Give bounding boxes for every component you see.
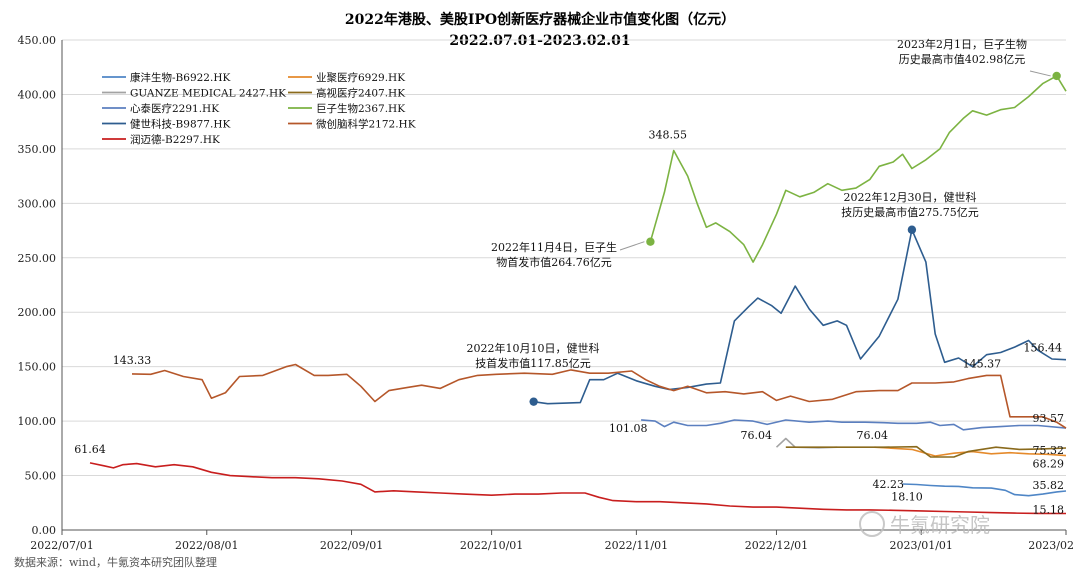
annotation-leader: [619, 241, 645, 251]
value-label: 68.29: [1033, 458, 1065, 471]
series-line: [131, 363, 1067, 429]
annotation-marker: [1052, 71, 1061, 81]
axes: 0.00 50.00 100.00 150.00 200.00 250.00 300.00 3…: [18, 34, 1075, 552]
grid-lines: [62, 39, 1066, 477]
annotation-text: 2022年11月4日，巨子生: [491, 240, 617, 254]
x-tick-label: 2022/10/01: [460, 539, 523, 552]
series-line: [902, 483, 1067, 497]
series-line: [649, 75, 1067, 263]
value-label: 76.04: [857, 429, 889, 442]
y-tick-label: 250.00: [18, 252, 57, 265]
legend-entry: 业聚医疗6929.HK: [316, 71, 405, 84]
value-label: 15.18: [1033, 503, 1065, 516]
y-tick-label: 150.00: [18, 361, 57, 374]
y-tick-label: 300.00: [18, 197, 57, 210]
y-tick-label: 0.00: [32, 524, 57, 537]
legend-entry: GUANZE MEDICAL 2427.HK: [130, 88, 286, 100]
y-tick-label: 200.00: [18, 306, 57, 319]
watermark: 牛氪研究院: [859, 511, 990, 537]
annotation-marker: [529, 397, 538, 406]
y-tick-label: 100.00: [18, 415, 57, 428]
legend-entry: 心泰医疗2291.HK: [130, 102, 219, 115]
legend-entry: 健世科技-B9877.HK: [130, 118, 230, 131]
chart-title: 2022年港股、美股IPO创新医疗器械企业市值变化图（亿元）: [345, 11, 735, 28]
annotation-text: 2022年10月10日，健世科: [467, 341, 600, 355]
annotation-text: 历史最高市值402.98亿元: [899, 52, 1026, 66]
chart-legend: 康沣生物-B6922.HK 业聚医疗6929.HK GUANZE MEDICAL 2…: [102, 71, 416, 146]
series-line: [89, 462, 1067, 515]
x-tick-label: 2023/02: [1028, 539, 1074, 552]
value-label: 75.32: [1033, 444, 1065, 457]
value-label: 143.33: [113, 354, 152, 367]
series-line: [785, 445, 1067, 458]
annotation-text: 物首发市值264.76亿元: [496, 255, 612, 269]
annotation-markers: [529, 70, 1061, 406]
data-source-note: 数据来源：wind，牛氪资本研究团队整理: [14, 555, 217, 569]
legend-entry: 高视医疗2407.HK: [316, 87, 405, 100]
value-label: 348.55: [648, 128, 687, 141]
y-tick-label: 50.00: [25, 470, 57, 483]
series-line: [533, 228, 1067, 405]
value-label: 93.57: [1033, 412, 1065, 425]
watermark-text: 牛氪研究院: [890, 513, 990, 537]
y-tick-label: 450.00: [18, 34, 57, 47]
value-label: 145.37: [963, 358, 1002, 371]
x-tick-label: 2022/11/01: [605, 539, 668, 552]
x-tick-label: 2022/09/01: [320, 539, 383, 552]
annotation-text: 2022年12月30日，健世科: [844, 190, 977, 204]
annotation-marker: [646, 237, 655, 246]
value-label: 42.23: [873, 478, 905, 491]
legend-entry: 康沣生物-B6922.HK: [130, 71, 230, 84]
y-tick-label: 400.00: [18, 88, 57, 101]
annotation-marker: [907, 225, 917, 234]
y-tick-label: 350.00: [18, 143, 57, 156]
annotation-text: 技历史最高市值275.75亿元: [841, 205, 979, 219]
legend-entry: 巨子生物2367.HK: [316, 102, 405, 115]
annotation-leader: [1029, 70, 1051, 77]
x-tick-label: 2022/08/01: [175, 539, 238, 552]
watermark-logo-icon: [859, 511, 885, 537]
series-lines: [89, 75, 1067, 515]
value-labels: 61.64 143.33 348.55 101.08 76.04 76.04 42.2318…: [74, 37, 1064, 516]
value-label: 35.82: [1033, 479, 1065, 492]
value-label: 61.64: [74, 443, 106, 456]
x-tick-label: 2022/07/01: [30, 539, 93, 552]
annotation-text: 2023年2月1日，巨子生物: [897, 37, 1027, 51]
value-label: 76.04: [740, 429, 772, 442]
legend-entry: 润迈德-B2297.HK: [130, 133, 220, 146]
value-label: 101.08: [609, 422, 648, 435]
annotation-text: 技首发市值117.85亿元: [475, 356, 591, 370]
legend-entry: 微创脑科学2172.HK: [316, 118, 416, 131]
series-line: [641, 419, 1067, 431]
chart-subtitle: 2022.07.01-2023.02.01: [449, 33, 630, 49]
x-tick-label: 2022/12/01: [745, 539, 808, 552]
x-tick-label: 2023/01/01: [890, 539, 953, 552]
value-label: 156.44: [1024, 342, 1063, 355]
value-label: 18.10: [891, 490, 923, 503]
